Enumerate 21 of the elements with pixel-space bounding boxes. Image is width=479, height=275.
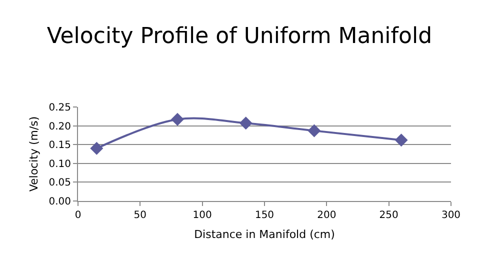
y-tick-label: 0.15 — [48, 140, 71, 152]
x-tick-label: 250 — [379, 210, 398, 221]
y-tick-label: 0.25 — [48, 102, 71, 114]
y-tick-label: 0.10 — [48, 158, 71, 170]
point — [170, 112, 184, 126]
x-tick-label: 100 — [192, 210, 212, 221]
point — [394, 134, 408, 147]
x-tick-label: 50 — [134, 210, 147, 221]
point — [308, 124, 321, 138]
x-tick-label: 300 — [441, 210, 461, 221]
point — [90, 142, 104, 155]
y-tick-label: 0.00 — [48, 196, 71, 208]
x-axis-title: Distance in Manifold (cm) — [194, 228, 335, 242]
y-tick-label: 0.20 — [48, 121, 71, 132]
x-tick-label: 200 — [317, 210, 336, 221]
point — [239, 116, 252, 130]
y-tick-label: 0.05 — [48, 178, 71, 189]
x-tick-label: 0 — [74, 210, 82, 221]
chart-title: Velocity Profile of Uniform Manifold — [46, 24, 432, 49]
x-tick-label: 150 — [254, 210, 274, 221]
y-axis-title: Velocity (m/s) — [27, 116, 40, 192]
